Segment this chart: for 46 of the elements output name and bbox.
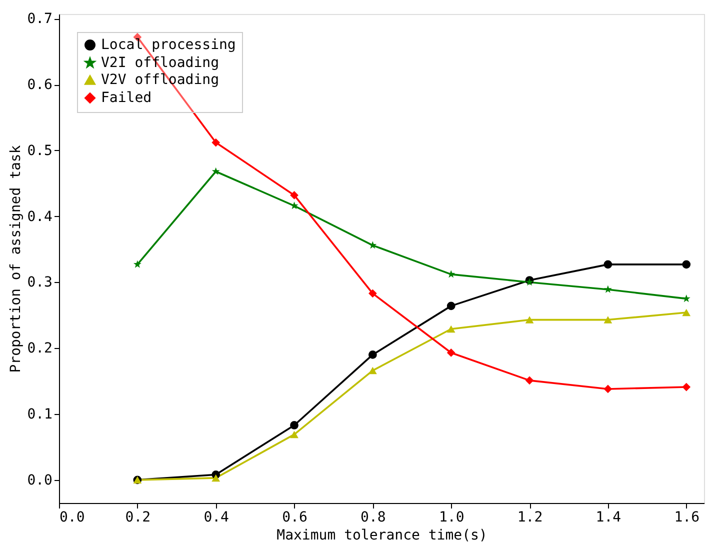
x-tick-label: 1.6 [674, 510, 700, 526]
x-tick-label: 0.6 [282, 510, 308, 526]
point [212, 138, 220, 147]
point [525, 316, 534, 324]
x-tick-label: 0.2 [125, 510, 151, 526]
point [604, 316, 612, 324]
y-tick-label: 0.0 [27, 472, 52, 488]
point [604, 285, 612, 293]
point [212, 474, 220, 482]
point [212, 167, 220, 175]
point [368, 366, 377, 374]
point [446, 302, 456, 310]
y-tick-label: 0.2 [27, 340, 52, 357]
point [133, 260, 142, 268]
point [682, 260, 691, 269]
point [368, 241, 377, 249]
y-tick-label: 0.1 [27, 406, 52, 423]
point [290, 191, 298, 200]
x-axis-title: Maximum tolerance time(s) [276, 528, 488, 544]
x-tick-label: 1.4 [596, 510, 622, 526]
point [604, 260, 612, 269]
point [290, 430, 298, 438]
point [290, 202, 298, 210]
point [604, 384, 612, 394]
y-tick-label: 0.6 [27, 77, 52, 94]
y-tick-label: 0.5 [27, 142, 52, 159]
point [682, 294, 690, 302]
x-tick-label: 1.2 [517, 510, 543, 526]
x-tick-label: 0.8 [360, 510, 386, 526]
point [525, 376, 534, 385]
point [290, 421, 298, 430]
point [682, 382, 691, 392]
point [368, 289, 377, 298]
y-tick-label: 0.4 [27, 208, 52, 225]
legend-label: Local processing [101, 37, 236, 53]
y-axis-title: Proportion of assigned task [8, 144, 24, 373]
x-tick-label: 1.0 [438, 510, 464, 526]
point [682, 308, 691, 316]
point [446, 348, 456, 357]
point [446, 325, 456, 333]
y-tick-label: 0.3 [27, 274, 52, 291]
y-tick-label: 0.7 [27, 11, 52, 28]
x-tick-label: 0.4 [204, 510, 229, 526]
legend-label: Failed [101, 90, 152, 106]
point [368, 350, 377, 359]
x-tick-label: 0.0 [60, 510, 85, 526]
